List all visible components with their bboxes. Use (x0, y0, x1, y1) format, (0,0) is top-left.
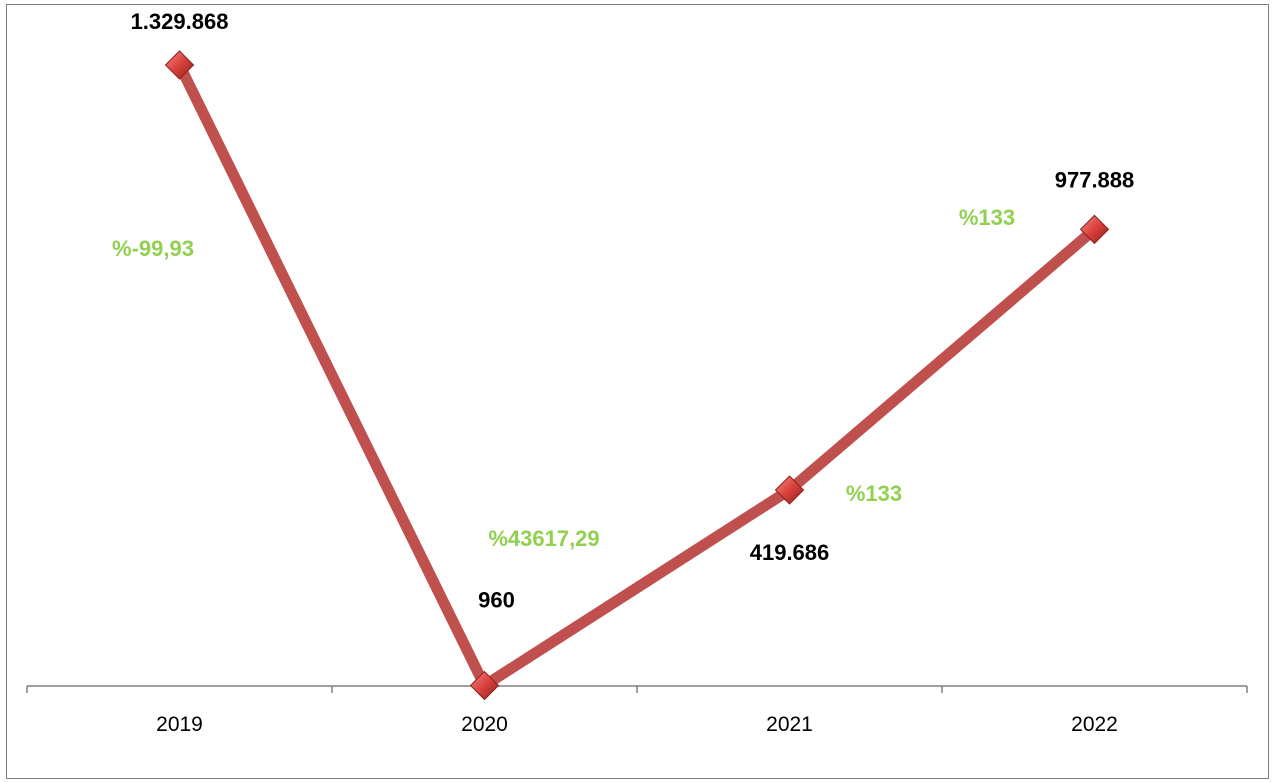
data-label: 1.329.868 (131, 9, 229, 34)
change-labels: %-99,93 %43617,29 %133 %133 (112, 205, 1015, 551)
data-label: 977.888 (1055, 167, 1135, 192)
data-label: 960 (478, 588, 515, 613)
change-label: %-99,93 (112, 236, 194, 261)
x-tick-label: 2019 (156, 713, 203, 736)
data-point-marker (1079, 214, 1110, 245)
x-axis-tick-labels: 2019 2020 2021 2022 (156, 713, 1118, 736)
series-markers (164, 50, 1110, 701)
x-axis-ticks (26, 686, 1248, 693)
change-label: %43617,29 (488, 526, 599, 551)
x-tick-label: 2022 (1071, 713, 1118, 736)
change-label: %133 (959, 205, 1015, 230)
x-tick-label: 2020 (461, 713, 508, 736)
data-labels: 1.329.868 960 419.686 977.888 (131, 9, 1135, 613)
data-point-marker (469, 670, 500, 701)
change-label: %133 (846, 481, 902, 506)
data-label: 419.686 (750, 540, 830, 565)
series-line (174, 59, 1100, 692)
data-point-marker (164, 50, 195, 80)
x-tick-label: 2021 (766, 713, 813, 736)
data-point-marker (774, 475, 805, 505)
